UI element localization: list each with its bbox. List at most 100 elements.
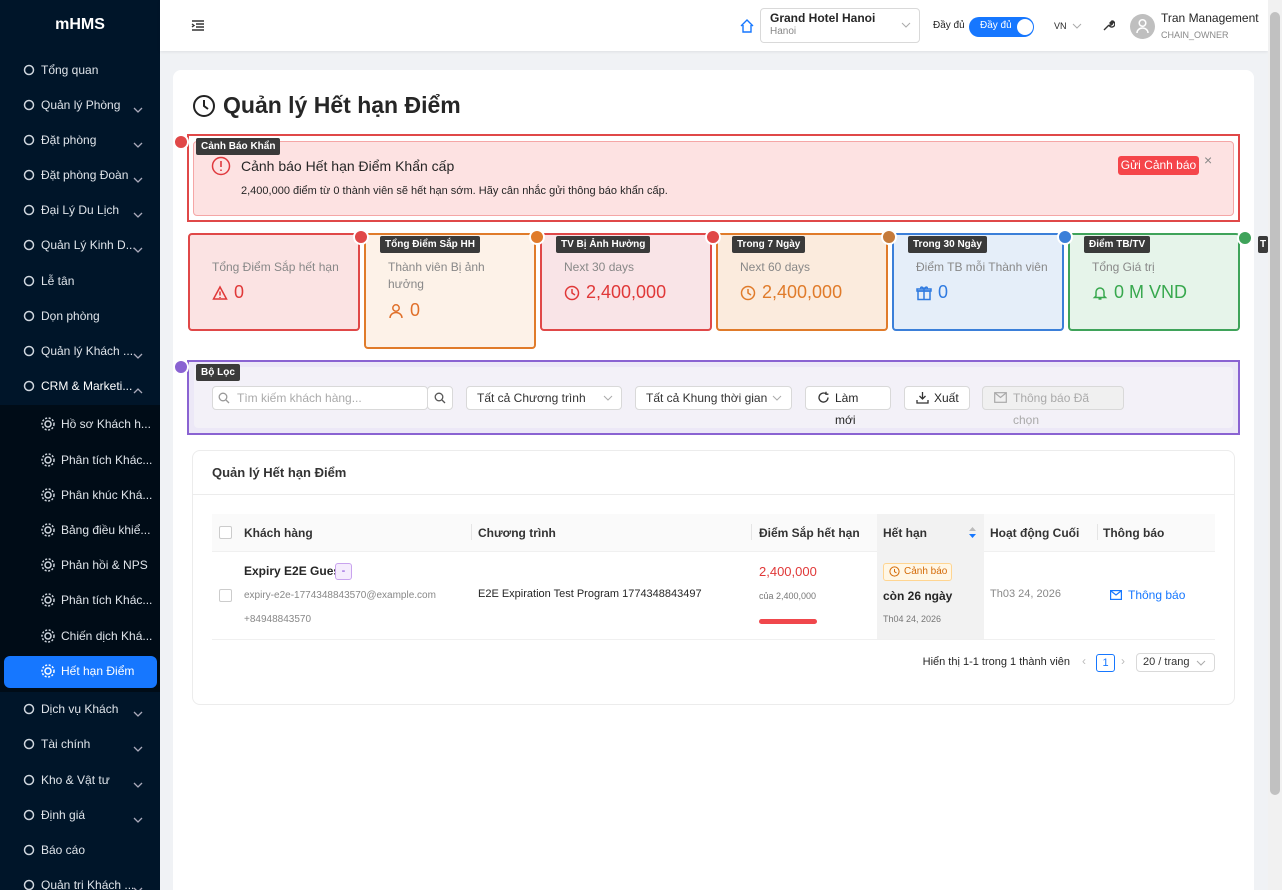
- refresh-icon: [818, 391, 829, 403]
- row-border: [212, 639, 1215, 640]
- notify-selected-button[interactable]: Thông báo Đã chọn: [982, 386, 1124, 427]
- column-sep: [471, 524, 472, 540]
- menu-icon: [21, 62, 37, 78]
- card-icon: [212, 285, 228, 301]
- period-select[interactable]: Tất cả Khung thời gian: [635, 386, 792, 410]
- chevron: [133, 881, 143, 890]
- submenu-bg: [0, 405, 160, 692]
- menu-item[interactable]: Định giá: [41, 808, 86, 822]
- menu-icon: [21, 701, 37, 717]
- menu-item[interactable]: Đại Lý Du Lịch: [41, 203, 120, 217]
- chevron: [133, 776, 143, 794]
- hotel-select[interactable]: [760, 8, 920, 43]
- column-header: Chương trình: [478, 526, 556, 540]
- menu-item[interactable]: Đặt phòng Đoàn: [41, 168, 129, 182]
- marker: [529, 229, 545, 245]
- menu-item[interactable]: Đặt phòng: [41, 133, 97, 147]
- chevron: [1072, 23, 1082, 29]
- card-icon: [212, 285, 228, 300]
- progress-bar: [759, 619, 817, 624]
- submenu-item[interactable]: Phản hồi & NPS: [61, 558, 148, 572]
- column-header[interactable]: Hết hạn: [883, 526, 928, 540]
- mail-icon: [1110, 590, 1122, 600]
- home-icon[interactable]: [740, 19, 754, 33]
- chevron: [133, 817, 143, 823]
- alert-tag: Cảnh Báo Khẩn: [196, 138, 281, 155]
- menu-item[interactable]: Dịch vụ Khách: [41, 702, 119, 716]
- chevron: [133, 101, 143, 119]
- menu-item[interactable]: Dọn phòng: [41, 309, 100, 323]
- chevron: [133, 705, 143, 723]
- menu-icon: [23, 204, 35, 216]
- submenu-item[interactable]: Phân tích Khác...: [61, 593, 153, 607]
- submenu-item[interactable]: Hồ sơ Khách h...: [61, 417, 151, 431]
- program: E2E Expiration Test Program 177434884349…: [478, 588, 702, 600]
- card-icon: [564, 285, 580, 301]
- menu-icon: [23, 703, 35, 715]
- submenu-item[interactable]: Phân tích Khác...: [61, 453, 153, 467]
- program-select[interactable]: Tất cả Chương trình: [466, 386, 622, 410]
- user-role: CHAIN_OWNER: [1161, 30, 1229, 40]
- page-size-select[interactable]: 20 / trang: [1136, 653, 1215, 672]
- hotel-name: Grand Hotel Hanoi: [770, 11, 876, 25]
- checkbox-all[interactable]: [219, 526, 232, 539]
- search-input[interactable]: Tìm kiếm khách hàng...: [212, 386, 428, 410]
- send-alert-button[interactable]: Gửi Cảnh báo: [1118, 156, 1199, 175]
- menu-item[interactable]: Quản lý Khách ...: [41, 344, 134, 358]
- sort-icon[interactable]: [968, 526, 977, 539]
- scrollbar-thumb[interactable]: [1270, 12, 1280, 795]
- notify-link[interactable]: Thông báo: [1128, 588, 1186, 602]
- search-icon: [434, 392, 446, 404]
- column-sep: [751, 524, 752, 540]
- menu-item[interactable]: Tài chính: [41, 737, 91, 751]
- menu-item[interactable]: Kho & Vật tư: [41, 773, 110, 787]
- column-header: Khách hàng: [244, 526, 313, 540]
- page-title: Quản lý Hết hạn Điểm: [223, 92, 461, 118]
- user-name: Tran Management: [1161, 11, 1259, 25]
- menu-item[interactable]: Quản Lý Kinh D...: [41, 238, 136, 252]
- menu-item[interactable]: Quản trị Khách ...: [41, 878, 135, 890]
- marker: [173, 134, 189, 150]
- next-page[interactable]: ›: [1121, 654, 1125, 668]
- search-button[interactable]: [427, 386, 453, 410]
- page-number[interactable]: 1: [1096, 654, 1115, 672]
- card-label: Next 60 days: [740, 260, 811, 274]
- card-value: 0: [410, 300, 421, 320]
- submenu-icon: [40, 663, 56, 679]
- settings-icon[interactable]: [1102, 19, 1115, 32]
- submenu-item[interactable]: Chiến dịch Khá...: [61, 629, 153, 643]
- submenu-item[interactable]: Phân khúc Khá...: [61, 488, 153, 502]
- submenu-item[interactable]: Bảng điều khiể...: [61, 523, 151, 537]
- table-title: Quản lý Hết hạn Điểm: [212, 465, 347, 480]
- row-checkbox[interactable]: [219, 589, 232, 602]
- menu-icon: [21, 273, 37, 289]
- card-icon: [916, 286, 932, 301]
- submenu-item[interactable]: Hết hạn Điểm: [61, 664, 135, 678]
- card-label: Điểm TB mỗi Thành viên: [916, 260, 1048, 274]
- chevron: [133, 206, 143, 224]
- export-button[interactable]: Xuất: [904, 386, 970, 410]
- avatar-icon: [1136, 18, 1149, 34]
- chevron: [133, 177, 143, 183]
- card-value: 0: [234, 282, 245, 302]
- submenu-icon: [40, 452, 56, 468]
- prev-page[interactable]: ‹: [1082, 654, 1086, 668]
- card-tag: Điểm TB/TV: [1084, 236, 1151, 253]
- alert-icon: [211, 156, 231, 176]
- menu-icon: [21, 132, 37, 148]
- close-button[interactable]: ×: [1204, 152, 1213, 168]
- menu-item[interactable]: Tổng quan: [41, 63, 99, 77]
- card-label: Thành viên Bị ảnh hưởng: [388, 260, 485, 291]
- language[interactable]: VN: [1054, 21, 1067, 31]
- menu-item[interactable]: Báo cáo: [41, 843, 86, 857]
- menu-icon: [23, 774, 35, 786]
- submenu-icon: [41, 558, 55, 572]
- menu-item[interactable]: Lễ tân: [41, 274, 75, 288]
- menu-item[interactable]: CRM & Marketi...: [41, 379, 133, 393]
- menu-toggle[interactable]: [191, 19, 205, 33]
- menu-icon: [23, 134, 35, 146]
- alert-frame: [187, 134, 1240, 222]
- menu-item[interactable]: Quản lý Phòng: [41, 98, 121, 112]
- menu-icon: [21, 202, 37, 218]
- menu-icon: [23, 380, 35, 392]
